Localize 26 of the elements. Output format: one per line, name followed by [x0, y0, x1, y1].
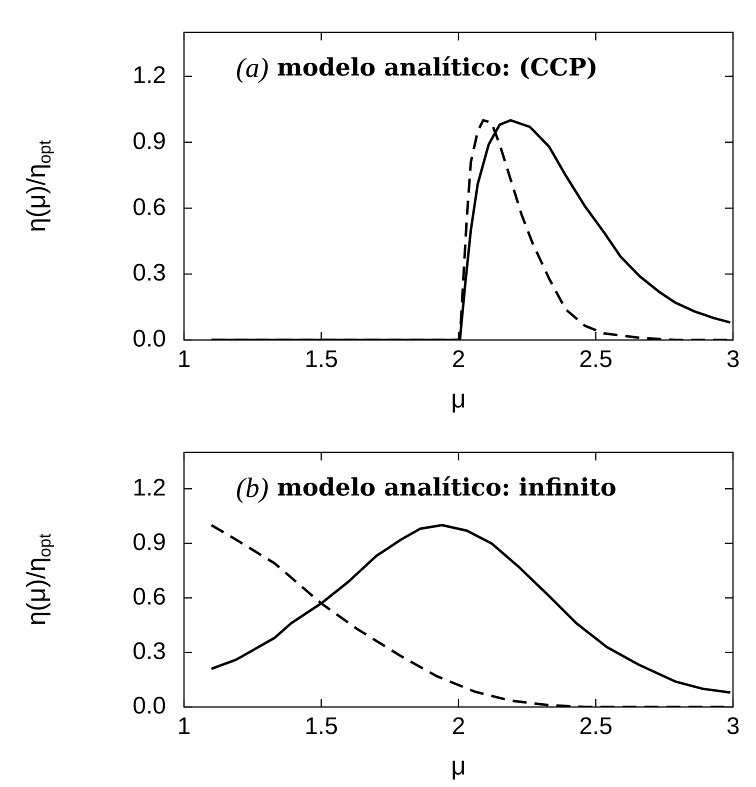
x-axis-title: μ [451, 750, 466, 781]
x-tick-label: 1.5 [304, 713, 338, 740]
x-tick-label: 3 [726, 346, 740, 374]
y-tick-label: 0.6 [132, 194, 166, 221]
x-tick-label: 2 [452, 713, 466, 740]
y-tick-label: 0.0 [132, 692, 166, 720]
annotation: (a) modelo analítico: (CCP) [236, 52, 598, 84]
y-tick-label: 1.2 [132, 62, 166, 89]
y-tick-label: 0.3 [132, 638, 166, 666]
x-tick-label: 1.5 [304, 346, 338, 374]
y-tick-label: 0.6 [132, 584, 166, 611]
x-tick-label: 2.5 [579, 346, 612, 374]
x-tick-label: 3 [726, 713, 740, 740]
x-tick-label: 1 [177, 346, 191, 374]
y-tick-label: 0.9 [132, 528, 166, 556]
x-tick-label: 2 [452, 346, 466, 374]
y-axis-title: η(μ)/ηopt [21, 533, 54, 626]
x-axis-title: μ [451, 384, 466, 414]
annotation: (b) modelo analítico: infinito [236, 472, 616, 504]
y-axis-title: η(μ)/ηopt [21, 140, 54, 232]
y-tick-label: 1.2 [132, 474, 166, 502]
y-tick-label: 0.3 [132, 260, 166, 287]
x-tick-label: 1 [177, 713, 191, 740]
x-tick-label: 2.5 [579, 713, 612, 740]
y-tick-label: 0.9 [132, 128, 166, 155]
y-tick-label: 0.0 [132, 326, 166, 353]
